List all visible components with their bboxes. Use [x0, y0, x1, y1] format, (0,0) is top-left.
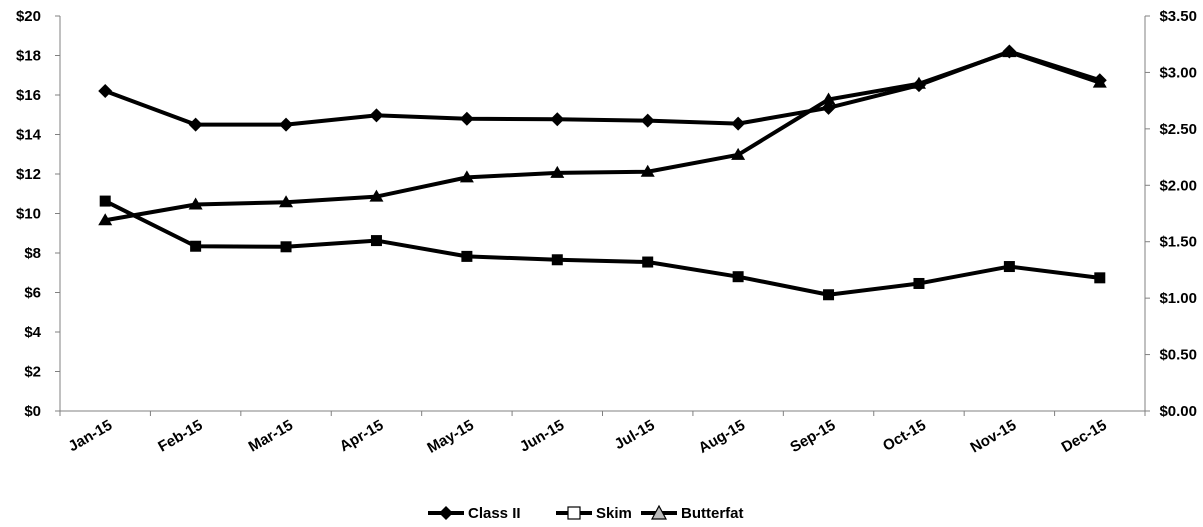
legend-label: Class II — [468, 505, 521, 522]
triangle-marker — [550, 165, 565, 178]
square-marker — [551, 254, 563, 266]
square-marker — [1094, 272, 1106, 284]
left-tick-label: $4 — [24, 324, 41, 341]
square-marker — [732, 271, 744, 283]
series-line — [104, 50, 1101, 223]
left-tick-label: $16 — [16, 87, 41, 104]
right-tick-label: $2.50 — [1159, 121, 1197, 138]
left-tick-label: $18 — [16, 48, 41, 65]
series-line — [104, 199, 1101, 297]
series-butterfat — [98, 45, 1107, 226]
square-marker — [642, 256, 654, 268]
legend-label: Butterfat — [681, 505, 744, 522]
legend-item-skim: Skim — [556, 505, 632, 522]
right-tick-label: $0.50 — [1159, 347, 1197, 364]
left-tick-label: $8 — [24, 245, 41, 262]
x-tick-label: Oct-15 — [880, 417, 929, 455]
x-tick-label: Nov-15 — [968, 417, 1020, 457]
x-tick-label: Jan-15 — [66, 417, 116, 455]
triangle-marker — [1092, 75, 1107, 88]
triangle-marker — [731, 147, 746, 160]
x-axis-ticks: Jan-15 Feb-15 Mar-15 Apr-15 May-15 Jun-15 Jul-… — [66, 417, 1110, 457]
x-tick-label: Feb-15 — [155, 417, 205, 456]
square-marker — [823, 289, 835, 301]
series-skim — [99, 195, 1106, 301]
diamond-marker — [369, 108, 384, 123]
triangle-marker — [640, 164, 655, 177]
right-tick-label: $2.00 — [1159, 177, 1197, 194]
left-tick-label: $0 — [24, 403, 41, 420]
square-marker — [461, 250, 473, 262]
left-tick-label: $12 — [16, 166, 41, 183]
x-tick-label: Mar-15 — [246, 417, 296, 456]
square-marker — [370, 235, 382, 247]
triangle-marker — [98, 213, 113, 226]
diamond-marker — [98, 84, 113, 99]
x-tick-label: Sep-15 — [787, 417, 838, 456]
diamond-marker — [731, 116, 746, 131]
square-marker — [99, 195, 111, 207]
series-class-ii — [98, 44, 1107, 132]
left-tick-label: $6 — [24, 285, 41, 302]
diamond-marker — [550, 112, 565, 127]
diamond-marker — [459, 111, 474, 126]
triangle-marker — [459, 170, 474, 183]
right-tick-label: $3.00 — [1159, 64, 1197, 81]
x-tick-label: May-15 — [424, 417, 477, 457]
square-marker — [1003, 261, 1015, 273]
right-axis-ticks: $0.00 $0.50 $1.00 $1.50 $2.00 $2.50 $3.00 $3.50 — [1145, 8, 1197, 420]
left-tick-label: $14 — [16, 127, 42, 144]
square-marker — [190, 240, 202, 252]
square-marker — [280, 241, 292, 253]
triangle-marker — [369, 189, 384, 202]
legend-triangle-marker — [650, 504, 668, 520]
x-tick-label: Jul-15 — [612, 417, 658, 453]
x-tick-label: Dec-15 — [1059, 417, 1110, 456]
triangle-marker — [1002, 45, 1017, 58]
diamond-marker — [640, 113, 655, 128]
left-tick-label: $10 — [16, 206, 41, 223]
diamond-marker — [279, 117, 294, 132]
legend-square-marker — [567, 506, 581, 520]
x-tick-label: Apr-15 — [337, 417, 387, 455]
triangle-marker — [821, 92, 836, 105]
legend-item-class-ii: Class II — [428, 505, 521, 522]
triangle-marker — [911, 76, 926, 89]
triangle-marker — [188, 197, 203, 210]
right-tick-label: $1.50 — [1159, 234, 1197, 251]
right-tick-label: $3.50 — [1159, 8, 1197, 25]
left-tick-label: $2 — [24, 364, 41, 381]
series-group — [98, 44, 1107, 301]
left-tick-label: $20 — [16, 8, 41, 25]
x-tick-label: Aug-15 — [696, 417, 749, 457]
legend: Class II Skim Butterfat — [428, 504, 744, 522]
legend-diamond-marker — [439, 506, 453, 520]
legend-label: Skim — [596, 505, 632, 522]
triangle-marker — [279, 195, 294, 208]
square-marker — [913, 277, 925, 289]
diamond-marker — [188, 117, 203, 132]
legend-item-butterfat: Butterfat — [641, 504, 744, 522]
right-tick-label: $0.00 — [1159, 403, 1197, 420]
series-line — [104, 49, 1101, 127]
left-axis-ticks: $0 $2 $4 $6 $8 $10 $12 $14 $16 $18 $20 — [16, 8, 60, 420]
right-tick-label: $1.00 — [1159, 290, 1197, 307]
x-tick-label: Jun-15 — [517, 417, 567, 456]
chart-axes — [59, 16, 1146, 416]
